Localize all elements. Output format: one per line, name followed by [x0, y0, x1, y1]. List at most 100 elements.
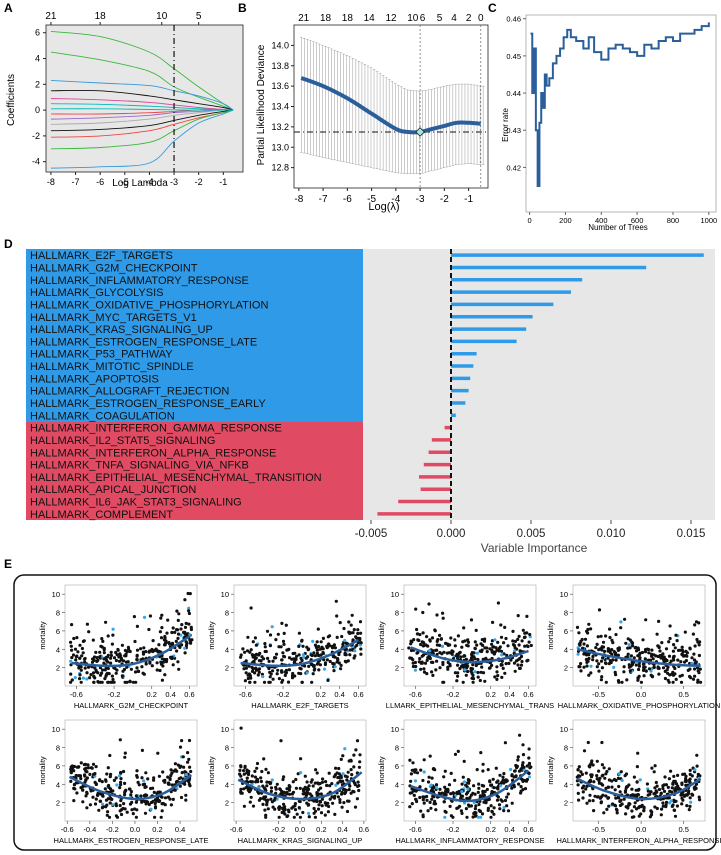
data-point [337, 766, 341, 771]
data-point [332, 796, 337, 800]
data-point [307, 784, 311, 788]
data-point [649, 809, 653, 813]
data-point [442, 775, 446, 779]
feature-label: HALLMARK_P53_PATHWAY [30, 349, 173, 361]
data-point [155, 661, 159, 665]
data-point [348, 784, 352, 788]
data-point [600, 763, 605, 767]
data-point [263, 645, 267, 649]
data-point [316, 807, 321, 811]
feature-label: HALLMARK_GLYCOLYSIS [30, 287, 163, 299]
data-point [470, 667, 475, 671]
data-point [672, 643, 676, 647]
data-point [80, 654, 84, 658]
data-point [334, 599, 338, 603]
highlight-point [118, 774, 122, 778]
data-point [326, 635, 330, 639]
data-point [620, 680, 624, 684]
data-point [517, 634, 521, 639]
data-point [295, 654, 299, 658]
data-point [335, 635, 339, 640]
data-point [84, 778, 88, 782]
feature-label: HALLMARK_ESTROGEN_RESPONSE_EARLY [30, 398, 266, 410]
data-point [69, 672, 73, 676]
data-point [183, 630, 187, 634]
data-point [595, 665, 599, 669]
data-point [688, 768, 692, 773]
data-point [495, 648, 499, 652]
highlight-point [270, 778, 274, 782]
top-tick-label: 10 [156, 11, 168, 22]
data-point [580, 637, 584, 642]
y-tick-label: 2 [225, 664, 229, 673]
data-point [91, 671, 96, 675]
data-point [639, 680, 644, 684]
data-point [490, 663, 494, 668]
data-point [587, 653, 591, 657]
highlight-point [302, 655, 306, 659]
y-axis-label: mortality [546, 621, 555, 650]
data-point [287, 656, 292, 660]
data-point [491, 620, 495, 625]
data-point [185, 641, 189, 645]
data-point [594, 646, 598, 650]
data-point [477, 782, 481, 786]
data-point [139, 794, 143, 798]
data-point [356, 631, 360, 636]
data-point [109, 661, 113, 665]
data-point [485, 787, 489, 792]
data-point [132, 615, 136, 619]
highlight-point [429, 783, 433, 787]
y-tick-label: 4 [56, 645, 60, 654]
data-point [143, 811, 148, 815]
data-point [86, 763, 90, 767]
y-tick-label: 0.42 [506, 163, 521, 172]
feature-label: HALLMARK_APOPTOSIS [30, 373, 159, 385]
data-point [527, 747, 531, 751]
panel-letter-e: E [4, 557, 12, 571]
data-point [172, 769, 176, 773]
data-point [102, 661, 106, 665]
highlight-point [493, 638, 497, 642]
highlight-point [333, 665, 337, 669]
data-point [582, 665, 586, 669]
data-point [500, 659, 504, 663]
data-point [77, 774, 81, 778]
data-point [114, 671, 118, 675]
data-point [494, 766, 498, 770]
data-point [526, 644, 530, 649]
data-point [496, 640, 500, 645]
y-tick-label: 13.6 [271, 81, 289, 91]
x-tick-label: 0.0 [636, 690, 646, 699]
data-point [335, 614, 339, 618]
data-point [340, 792, 344, 796]
data-point [649, 790, 653, 794]
data-point [523, 787, 528, 791]
y-tick-label: 6 [56, 627, 60, 636]
data-point [577, 765, 581, 769]
data-point [142, 646, 146, 650]
data-point [92, 680, 96, 684]
data-point [277, 677, 281, 681]
data-point [157, 774, 161, 778]
data-point [464, 783, 468, 787]
data-point [521, 761, 525, 765]
data-point [274, 791, 278, 795]
data-point [82, 639, 86, 643]
data-point [265, 784, 269, 788]
data-point [578, 665, 582, 669]
data-point [619, 626, 623, 630]
data-point [666, 678, 670, 682]
data-point [342, 626, 346, 631]
data-point [167, 782, 171, 786]
highlight-point [462, 801, 467, 805]
data-point [576, 791, 580, 796]
y-tick-label: 4 [395, 645, 399, 654]
data-point [456, 674, 460, 678]
data-point [357, 765, 361, 769]
data-point [135, 808, 139, 812]
highlight-point [627, 643, 631, 647]
data-point [91, 657, 95, 661]
y-tick-label: 0.45 [506, 52, 521, 61]
